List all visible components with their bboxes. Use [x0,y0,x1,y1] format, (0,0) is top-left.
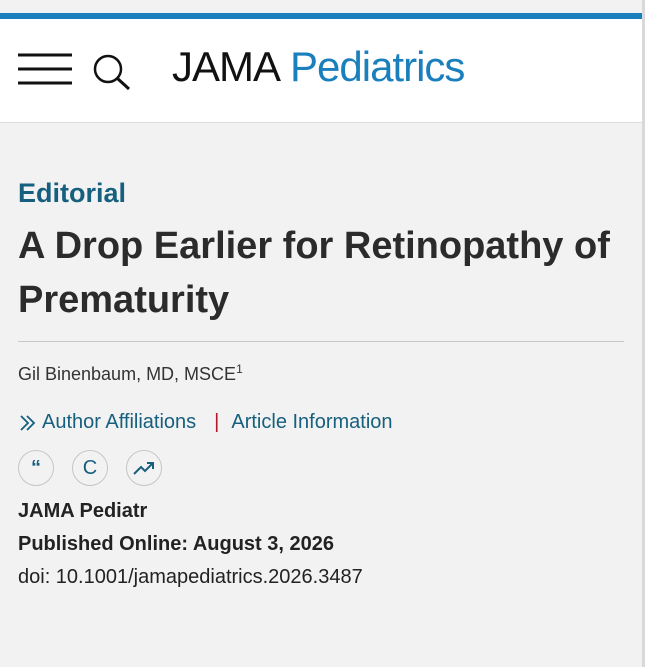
brand-bold: JAMA [172,43,281,90]
separator: | [214,411,220,433]
top-bar [0,13,642,19]
brand-light: Pediatrics [290,43,465,90]
divider [18,341,624,342]
author-affiliations-link[interactable]: Author Affiliations [42,411,197,433]
doi: doi: 10.1001/jamapediatrics.2026.3487 [18,566,363,588]
permissions-icon: C [82,456,98,479]
metrics-button[interactable] [126,450,162,486]
author[interactable]: Gil Binenbaum, MD, MSCE [18,364,237,384]
article-title: A Drop Earlier for Retinopathy of Premat… [18,225,610,321]
cite-button[interactable]: “ [18,450,54,486]
brand-logo[interactable]: JAMA Pediatrics [172,43,465,91]
article-header: Editorial A Drop Earlier for Retinopathy… [18,178,624,589]
header: JAMA Pediatrics [0,19,642,123]
author-affiliation-ref: 1 [236,362,243,376]
search-lens [93,54,123,84]
link-row: Author Affiliations | Article Informatio… [18,411,624,434]
article-information-link[interactable]: Article Information [231,411,393,433]
published-date: Published Online: August 3, 2026 [18,533,334,555]
article-type: Editorial [18,178,127,208]
search-handle [116,77,131,91]
scrollbar-edge [642,0,645,667]
cite-icon: “ [31,456,41,479]
expand-icon [20,414,36,431]
search-button[interactable] [92,53,132,91]
toolbar: “ C [18,450,624,486]
menu-button[interactable] [18,53,72,85]
permissions-button[interactable]: C [72,450,108,486]
author-line: Gil Binenbaum, MD, MSCE1 [18,362,624,385]
metrics-icon [133,462,154,475]
journal-name: JAMA Pediatr [18,500,148,522]
